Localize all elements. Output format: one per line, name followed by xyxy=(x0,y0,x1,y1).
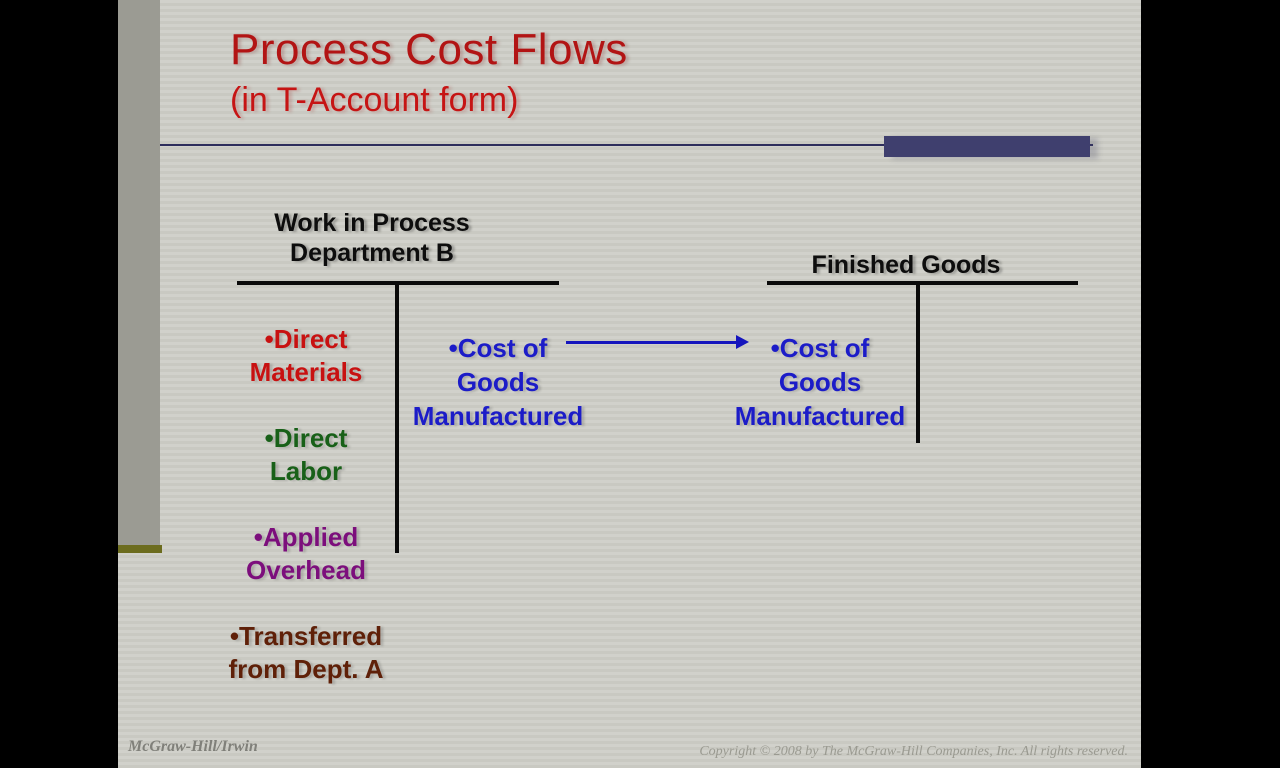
fg-account-title: Finished Goods xyxy=(811,251,1001,279)
cogm-flow-arrow-head xyxy=(736,335,749,349)
footer-brand: McGraw-Hill/Irwin xyxy=(128,738,258,755)
wip-account-title-line1: Work in Process xyxy=(274,209,470,237)
wip-taccount-vertical-line xyxy=(395,281,399,553)
slide-title: Process Cost Flows xyxy=(230,25,628,74)
wip-account-title-line2: Department B xyxy=(290,239,454,267)
entry-direct-labor: •Direct Labor xyxy=(264,423,348,486)
slide-canvas[interactable]: Process Cost Flows (in T-Account form) W… xyxy=(118,0,1141,768)
title-accent-bar xyxy=(884,136,1090,157)
wip-credit-entries: •Cost of Goods Manufactured xyxy=(400,297,596,467)
entry-transferred-from-dept-a: •Transferred from Dept. A xyxy=(228,621,384,684)
left-accent-strip-end xyxy=(118,545,162,553)
fg-taccount-top-line xyxy=(767,281,1078,285)
fg-debit-entries: •Cost of Goods Manufactured xyxy=(722,297,918,467)
footer-copyright: Copyright © 2008 by The McGraw-Hill Comp… xyxy=(699,744,1128,759)
fg-taccount-vertical-line xyxy=(916,281,920,443)
left-accent-strip xyxy=(118,0,160,545)
wip-account-title: Work in Process Department B xyxy=(222,208,522,268)
title-divider-line xyxy=(160,144,1093,146)
entry-cogm-fg: •Cost of Goods Manufactured xyxy=(734,333,906,431)
entry-cogm-wip: •Cost of Goods Manufactured xyxy=(412,333,584,431)
title-block: Process Cost Flows (in T-Account form) xyxy=(230,25,628,120)
wip-debit-entries: •Direct Materials •Direct Labor •Applied… xyxy=(216,290,396,719)
cogm-flow-arrow-shaft xyxy=(566,341,738,344)
entry-applied-overhead: •Applied Overhead xyxy=(246,522,366,585)
slide-subtitle: (in T-Account form) xyxy=(230,81,519,119)
entry-direct-materials: •Direct Materials xyxy=(249,324,363,387)
